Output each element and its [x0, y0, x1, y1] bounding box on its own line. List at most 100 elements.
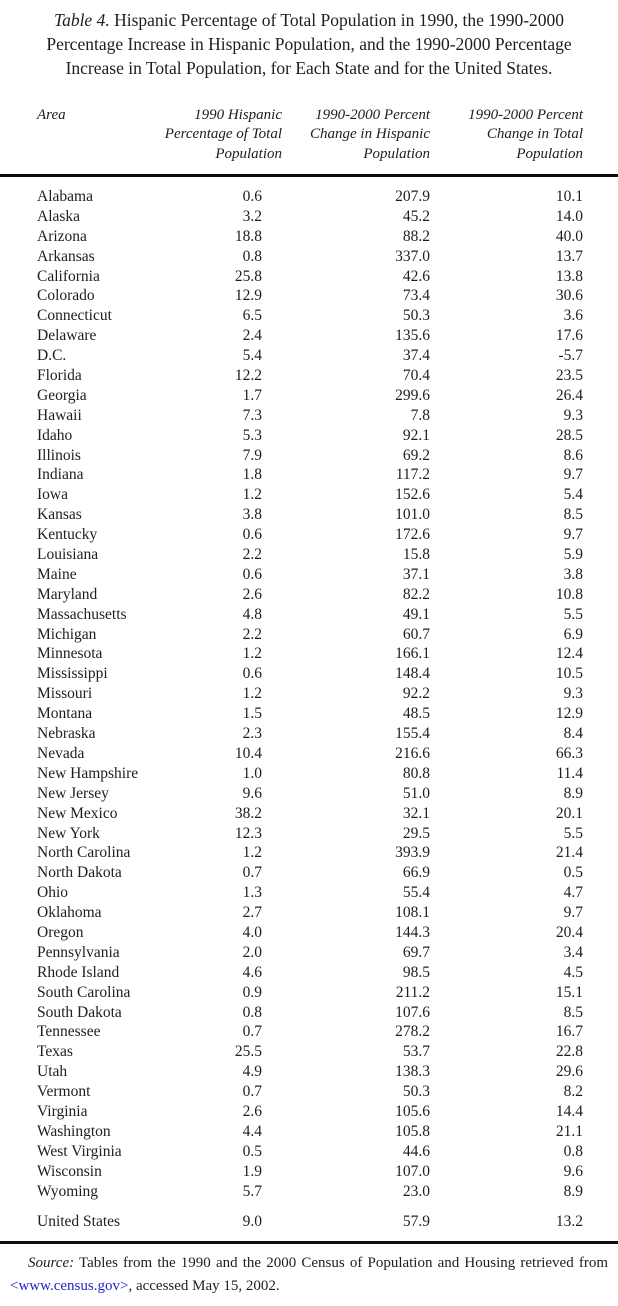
hispanic-pct-1990-cell: 12.3	[234, 824, 262, 842]
hispanic-pct-1990-cell: 2.6	[242, 585, 262, 603]
total-change-cell: 12.4	[555, 645, 583, 663]
hispanic-pct-1990-cell: 0.7	[242, 1023, 262, 1041]
hispanic-change-cell: 37.4	[402, 347, 430, 365]
hispanic-pct-1990-cell: 2.2	[242, 625, 262, 643]
total-change-cell: 3.6	[563, 307, 583, 325]
table-row: Illinois 7.9 69.2 8.6	[0, 446, 618, 466]
table-row: Vermont 0.7 50.3 8.2	[0, 1082, 618, 1102]
area-cell: Vermont	[37, 1083, 91, 1101]
census-gov-link[interactable]: www.census.gov	[18, 1278, 120, 1294]
hispanic-change-cell: 73.4	[402, 287, 430, 305]
table-row: South Carolina 0.9 211.2 15.1	[0, 983, 618, 1003]
area-cell: Virginia	[37, 1102, 88, 1120]
total-change-cell: 11.4	[556, 764, 583, 782]
total-change-cell: 13.7	[555, 247, 583, 265]
table-row: Louisiana 2.2 15.8 5.9	[0, 545, 618, 565]
hispanic-change-cell: 299.6	[395, 386, 430, 404]
total-change-cell: 17.6	[555, 327, 583, 345]
table-row: Maryland 2.6 82.2 10.8	[0, 585, 618, 605]
total-change-cell: 13.2	[555, 1213, 583, 1230]
table-row: Kentucky 0.6 172.6 9.7	[0, 525, 618, 545]
hispanic-change-cell: 105.6	[395, 1102, 430, 1120]
area-cell: Maryland	[37, 585, 98, 603]
area-cell: Kentucky	[37, 526, 98, 544]
hispanic-change-cell: 53.7	[402, 1043, 430, 1061]
hispanic-change-cell: 37.1	[402, 565, 430, 583]
hispanic-change-cell: 216.6	[395, 744, 430, 762]
hispanic-pct-1990-cell: 25.8	[234, 267, 262, 285]
hispanic-change-cell: 107.0	[395, 1162, 430, 1180]
table-row: Hawaii 7.3 7.8 9.3	[0, 406, 618, 426]
hispanic-change-cell: 48.5	[402, 705, 430, 723]
total-change-cell: -5.7	[558, 347, 583, 365]
hispanic-pct-1990-cell: 4.6	[242, 963, 262, 981]
area-cell: South Dakota	[37, 1003, 122, 1021]
hispanic-pct-1990-cell: 1.2	[242, 844, 262, 862]
hispanic-change-cell: 101.0	[395, 506, 430, 524]
total-change-cell: 20.4	[555, 923, 583, 941]
hispanic-pct-1990-cell: 2.3	[242, 725, 262, 743]
hispanic-change-cell: 98.5	[402, 963, 430, 981]
total-change-cell: 9.7	[563, 526, 583, 544]
hispanic-pct-1990-cell: 0.7	[242, 864, 262, 882]
hispanic-pct-1990-cell: 0.5	[242, 1142, 262, 1160]
hispanic-change-cell: 278.2	[395, 1023, 430, 1041]
total-change-cell: 6.9	[563, 625, 583, 643]
hispanic-pct-1990-cell: 1.5	[242, 705, 262, 723]
table-title: Table 4. Hispanic Percentage of Total Po…	[0, 8, 618, 80]
table-row: Massachusetts 4.8 49.1 5.5	[0, 605, 618, 625]
total-change-cell: 10.8	[555, 585, 583, 603]
hispanic-pct-1990-cell: 2.0	[242, 943, 262, 961]
table-row: Tennessee 0.7 278.2 16.7	[0, 1022, 618, 1042]
hispanic-change-cell: 105.8	[395, 1122, 430, 1140]
area-cell: Texas	[37, 1043, 73, 1061]
total-change-cell: 14.4	[555, 1102, 583, 1120]
area-cell: South Carolina	[37, 983, 131, 1001]
hispanic-pct-1990-cell: 1.7	[242, 386, 262, 404]
area-cell: Utah	[37, 1063, 68, 1081]
hispanic-pct-1990-cell: 1.8	[242, 466, 262, 484]
area-cell: West Virginia	[37, 1142, 122, 1160]
area-cell: Illinois	[37, 446, 81, 464]
area-cell: Oregon	[37, 923, 84, 941]
table-row: California 25.8 42.6 13.8	[0, 267, 618, 287]
area-cell: Connecticut	[37, 307, 112, 325]
table-row: South Dakota 0.8 107.6 8.5	[0, 1003, 618, 1023]
area-cell: New Hampshire	[37, 764, 139, 782]
hispanic-change-cell: 148.4	[395, 665, 430, 683]
source-line-2: <www.census.gov>, accessed May 15, 2002.	[10, 1275, 608, 1298]
hispanic-change-cell: 135.6	[395, 327, 430, 345]
total-change-cell: 9.3	[563, 406, 583, 424]
total-change-cell: 9.6	[563, 1162, 583, 1180]
hispanic-pct-1990-cell: 5.7	[242, 1182, 262, 1200]
table-row: Indiana 1.8 117.2 9.7	[0, 465, 618, 485]
hispanic-pct-1990-cell: 0.7	[242, 1083, 262, 1101]
area-cell: California	[37, 267, 100, 285]
hispanic-change-cell: 117.2	[395, 466, 430, 484]
table-row: Pennsylvania 2.0 69.7 3.4	[0, 943, 618, 963]
hispanic-change-cell: 32.1	[402, 804, 430, 822]
total-change-cell: 29.6	[555, 1063, 583, 1081]
hispanic-change-cell: 42.6	[402, 267, 430, 285]
area-cell: North Carolina	[37, 844, 131, 862]
total-change-cell: 0.8	[563, 1142, 583, 1160]
hispanic-change-cell: 70.4	[402, 367, 430, 385]
table-row: Texas 25.5 53.7 22.8	[0, 1042, 618, 1062]
table-row: West Virginia 0.5 44.6 0.8	[0, 1142, 618, 1162]
hispanic-pct-1990-cell: 4.4	[242, 1122, 262, 1140]
hispanic-pct-1990-cell: 7.9	[242, 446, 262, 464]
hispanic-change-cell: 211.2	[395, 983, 430, 1001]
hispanic-pct-1990-cell: 12.2	[234, 367, 262, 385]
area-cell: Wisconsin	[37, 1162, 102, 1180]
table-row: North Dakota 0.7 66.9 0.5	[0, 863, 618, 883]
hispanic-pct-1990-cell: 7.3	[242, 406, 262, 424]
angle-bracket-close: >	[119, 1278, 129, 1294]
hispanic-pct-1990-cell: 0.6	[242, 188, 262, 205]
total-change-cell: 23.5	[555, 367, 583, 385]
area-cell: Maine	[37, 565, 77, 583]
hispanic-pct-1990-cell: 5.4	[242, 347, 262, 365]
united-states-row: United States 9.0 57.9 13.2	[0, 1212, 618, 1232]
table-row: Rhode Island 4.6 98.5 4.5	[0, 963, 618, 983]
hispanic-pct-1990-cell: 1.2	[242, 645, 262, 663]
hispanic-change-cell: 393.9	[395, 844, 430, 862]
